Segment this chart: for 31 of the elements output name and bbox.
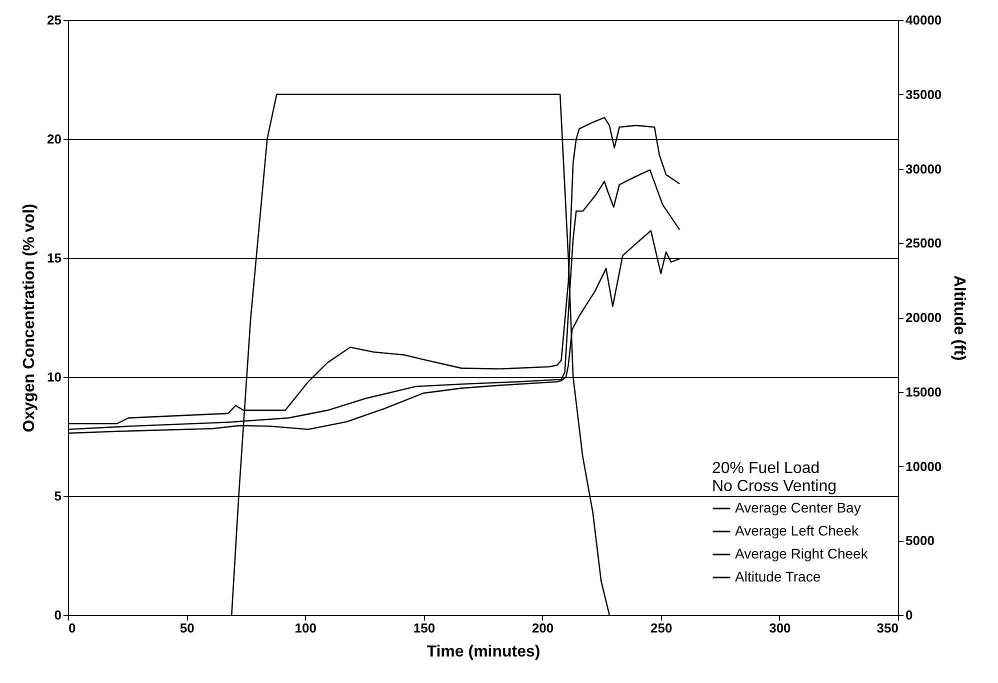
y-tick-label: 15 <box>47 250 62 266</box>
x-tick-label: 100 <box>294 620 316 636</box>
y2-tick-label: 35000 <box>906 86 942 102</box>
y-axis-title: Oxygen Concentration (% vol) <box>21 204 38 432</box>
x-tick-label: 50 <box>180 620 194 636</box>
y2-axis-title: Altitude (ft) <box>950 275 968 361</box>
y2-tick-label: 25000 <box>906 236 942 251</box>
x-tick-label: 200 <box>532 620 554 636</box>
y-tick-label: 0 <box>54 608 62 622</box>
y2-tick-label: 40000 <box>906 12 942 28</box>
y-tick-label: 25 <box>47 12 62 28</box>
x-tick-label: 150 <box>413 620 436 636</box>
y2-tick-label: 5000 <box>906 533 934 548</box>
x-tick-label: 300 <box>769 620 791 636</box>
legend-label: Average Left Cheek <box>735 522 860 538</box>
x-axis-title: Time (minutes) <box>426 644 540 660</box>
y-tick-label: 5 <box>54 488 62 504</box>
y2-tick-label: 0 <box>906 608 913 622</box>
y-tick-label: 10 <box>47 370 62 384</box>
x-tick-label: 250 <box>650 620 672 636</box>
y-tick-label: 20 <box>47 132 62 146</box>
x-tick-label: 0 <box>68 620 76 636</box>
legend-label: Average Center Bay <box>735 500 861 516</box>
y2-tick-label: 10000 <box>906 458 942 474</box>
y2-tick-label: 15000 <box>906 384 942 400</box>
x-tick-label: 350 <box>876 620 898 636</box>
legend-title: 20% Fuel Load No Cross Venting <box>712 460 837 495</box>
y2-tick-label: 20000 <box>906 310 942 325</box>
legend-label: Altitude Trace <box>735 568 821 584</box>
legend-label: Average Right Cheek <box>735 546 869 562</box>
y2-tick-label: 30000 <box>906 161 942 176</box>
